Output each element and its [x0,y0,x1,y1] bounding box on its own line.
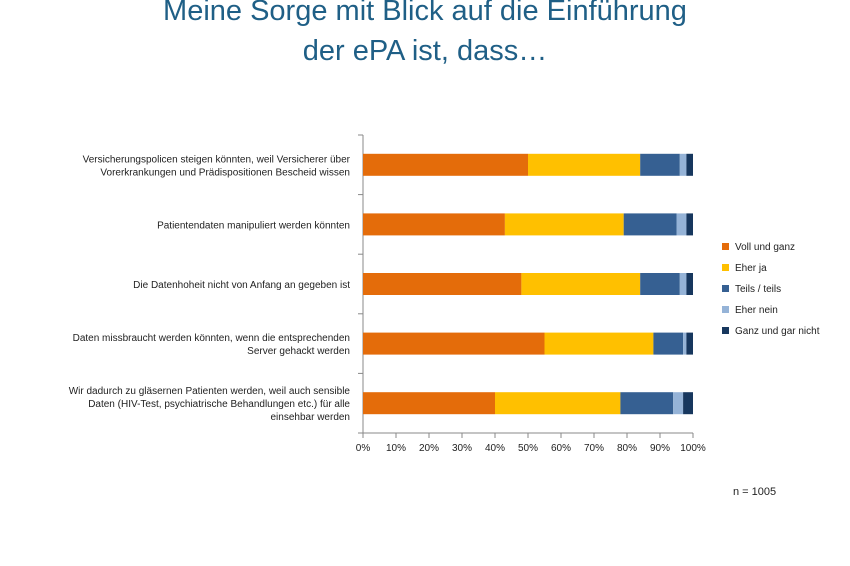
bar-segment-ganz-und-gar-nicht [686,153,693,176]
x-tick-label: 60% [551,443,571,454]
bar-segment-teils-teils [640,273,680,295]
bar-segment-ganz-und-gar-nicht [686,332,693,355]
legend-swatch [722,243,729,250]
bar-segment-eher-ja [544,332,654,355]
x-tick-label: 70% [584,443,604,454]
x-tick-label: 0% [356,443,371,454]
legend-label: Eher nein [735,305,778,316]
bar-segment-eher-ja [504,213,624,236]
category-label: Versicherungspolicen steigen könnten, we… [83,154,351,165]
category-label: Patientendaten manipuliert werden könnte… [157,220,350,231]
category-label: Daten missbraucht werden könnten, wenn d… [73,333,350,344]
legend-label: Teils / teils [735,284,781,295]
x-tick-label: 80% [617,443,637,454]
bar-segment-eher-ja [495,392,621,415]
x-tick-label: 10% [386,443,406,454]
bar-segment-voll-und-ganz [363,392,495,415]
bar-segment-voll-und-ganz [363,153,528,176]
bar-segment-voll-und-ganz [363,332,545,355]
bar-segment-eher-nein [679,153,687,176]
category-label: Die Datenhoheit nicht von Anfang an gege… [133,280,350,291]
x-tick-label: 100% [680,443,706,454]
bar-segment-voll-und-ganz [363,213,505,236]
x-tick-label: 50% [518,443,538,454]
legend-swatch [722,306,729,313]
bar-segment-eher-ja [521,273,641,295]
bar-segment-ganz-und-gar-nicht [686,273,693,295]
bar-segment-eher-ja [528,153,641,176]
legend-swatch [722,327,729,334]
bar-segment-eher-nein [676,213,687,236]
bar-segment-eher-nein [673,392,684,415]
category-label: Wir dadurch zu gläsernen Patienten werde… [69,386,351,397]
bar-segment-eher-nein [679,273,687,295]
x-tick-label: 40% [485,443,505,454]
bar-segment-ganz-und-gar-nicht [686,213,693,236]
bar-segment-voll-und-ganz [363,273,522,295]
x-tick-label: 30% [452,443,472,454]
x-tick-label: 20% [419,443,439,454]
legend-label: Ganz und gar nicht [735,326,820,337]
legend-label: Voll und ganz [735,242,795,253]
bar-segment-teils-teils [620,392,674,415]
legend-swatch [722,264,729,271]
bar-segment-teils-teils [640,153,680,176]
bar-segment-teils-teils [653,332,684,355]
legend-swatch [722,285,729,292]
bar-segment-eher-nein [683,332,687,355]
chart-title-line-2: der ePA ist, dass… [302,35,548,67]
bar-segment-teils-teils [623,213,677,236]
chart-title-line-1: Meine Sorge mit Blick auf die Einführung [163,0,687,27]
category-label: Daten (HIV-Test, psychiatrische Behandlu… [88,399,350,410]
bar-segment-ganz-und-gar-nicht [683,392,693,415]
category-label: Server gehackt werden [247,346,350,357]
category-label: einsehbar werden [271,412,351,423]
x-tick-label: 90% [650,443,670,454]
category-label: Vorerkrankungen und Prädispositionen Bes… [100,167,350,178]
sample-size-note: n = 1005 [733,486,777,498]
legend-label: Eher ja [735,263,767,274]
